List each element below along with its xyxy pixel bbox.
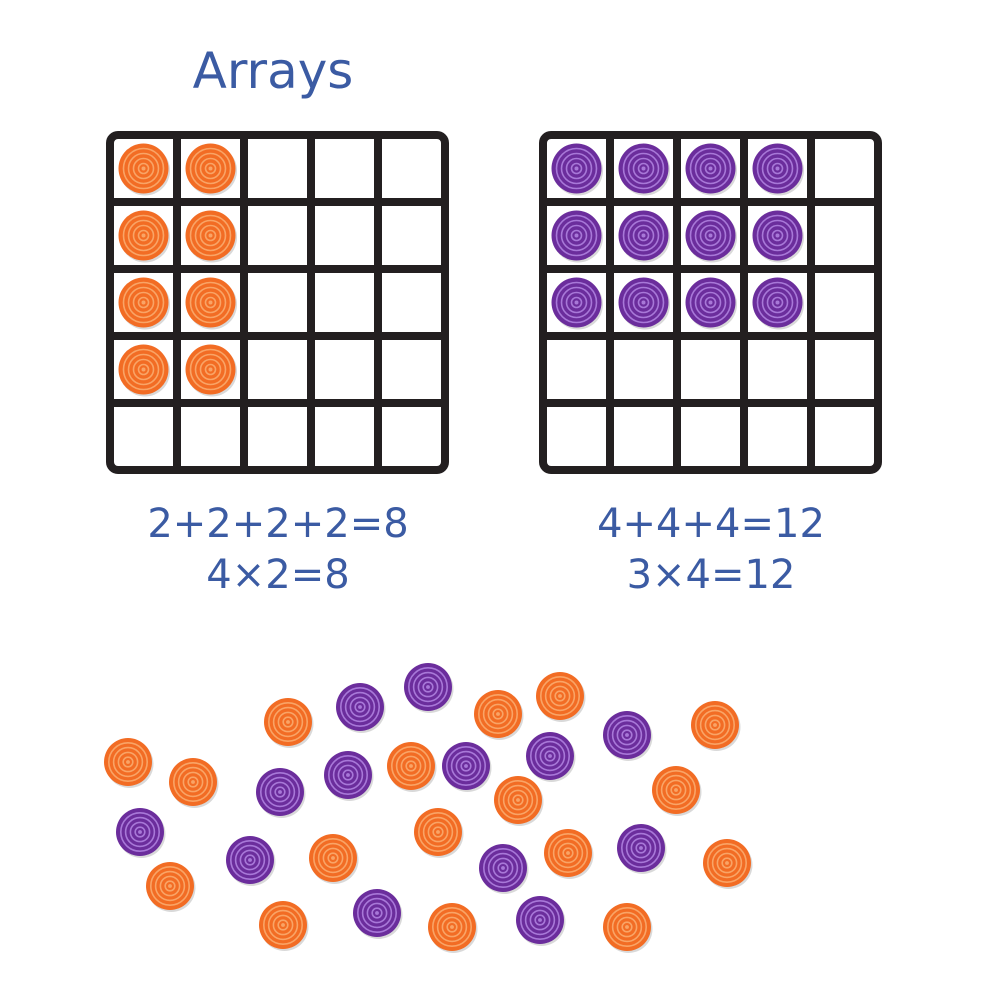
purple-counter — [324, 751, 374, 801]
orange-counter — [536, 672, 586, 722]
title: Arrays — [193, 42, 354, 100]
orange-counter — [118, 210, 170, 263]
purple-counter — [551, 210, 603, 263]
purple-counter — [685, 210, 737, 263]
purple-counter — [442, 742, 492, 792]
orange-counter — [309, 834, 359, 884]
orange-counter — [185, 143, 237, 196]
equation-right-addition: 4+4+4=12 — [597, 501, 825, 547]
purple-counter — [752, 210, 804, 263]
purple-counter — [752, 143, 804, 196]
orange-counter — [169, 758, 219, 808]
orange-counter — [185, 210, 237, 263]
purple-counter — [618, 277, 670, 330]
equation-left-multiplication: 4×2=8 — [206, 552, 349, 598]
purple-counter — [479, 844, 529, 894]
orange-counter — [703, 839, 753, 889]
orange-counter — [259, 901, 309, 951]
orange-counter — [474, 690, 524, 740]
purple-counter — [404, 663, 454, 713]
orange-counter — [146, 862, 196, 912]
orange-counter — [603, 903, 653, 953]
orange-counter — [544, 829, 594, 879]
array-grid-right — [539, 131, 882, 474]
orange-counter — [104, 738, 154, 788]
purple-counter — [617, 824, 667, 874]
purple-counter — [526, 732, 576, 782]
orange-counter — [652, 766, 702, 816]
orange-counter — [691, 701, 741, 751]
orange-counter — [428, 903, 478, 953]
orange-counter — [118, 143, 170, 196]
purple-counter — [116, 808, 166, 858]
equation-right-multiplication: 3×4=12 — [627, 552, 796, 598]
orange-counter — [118, 277, 170, 330]
purple-counter — [603, 711, 653, 761]
purple-counter — [226, 836, 276, 886]
purple-counter — [752, 277, 804, 330]
orange-counter — [118, 344, 170, 397]
purple-counter — [618, 143, 670, 196]
purple-counter — [353, 889, 403, 939]
purple-counter — [516, 896, 566, 946]
purple-counter — [685, 277, 737, 330]
purple-counter — [256, 768, 306, 818]
purple-counter — [551, 277, 603, 330]
purple-counter — [551, 143, 603, 196]
purple-counter — [685, 143, 737, 196]
orange-counter — [264, 698, 314, 748]
orange-counter — [185, 277, 237, 330]
orange-counter — [494, 776, 544, 826]
orange-counter — [414, 808, 464, 858]
orange-counter — [387, 742, 437, 792]
equation-left-addition: 2+2+2+2=8 — [147, 501, 408, 547]
purple-counter — [336, 683, 386, 733]
orange-counter — [185, 344, 237, 397]
purple-counter — [618, 210, 670, 263]
array-grid-left — [106, 131, 449, 474]
